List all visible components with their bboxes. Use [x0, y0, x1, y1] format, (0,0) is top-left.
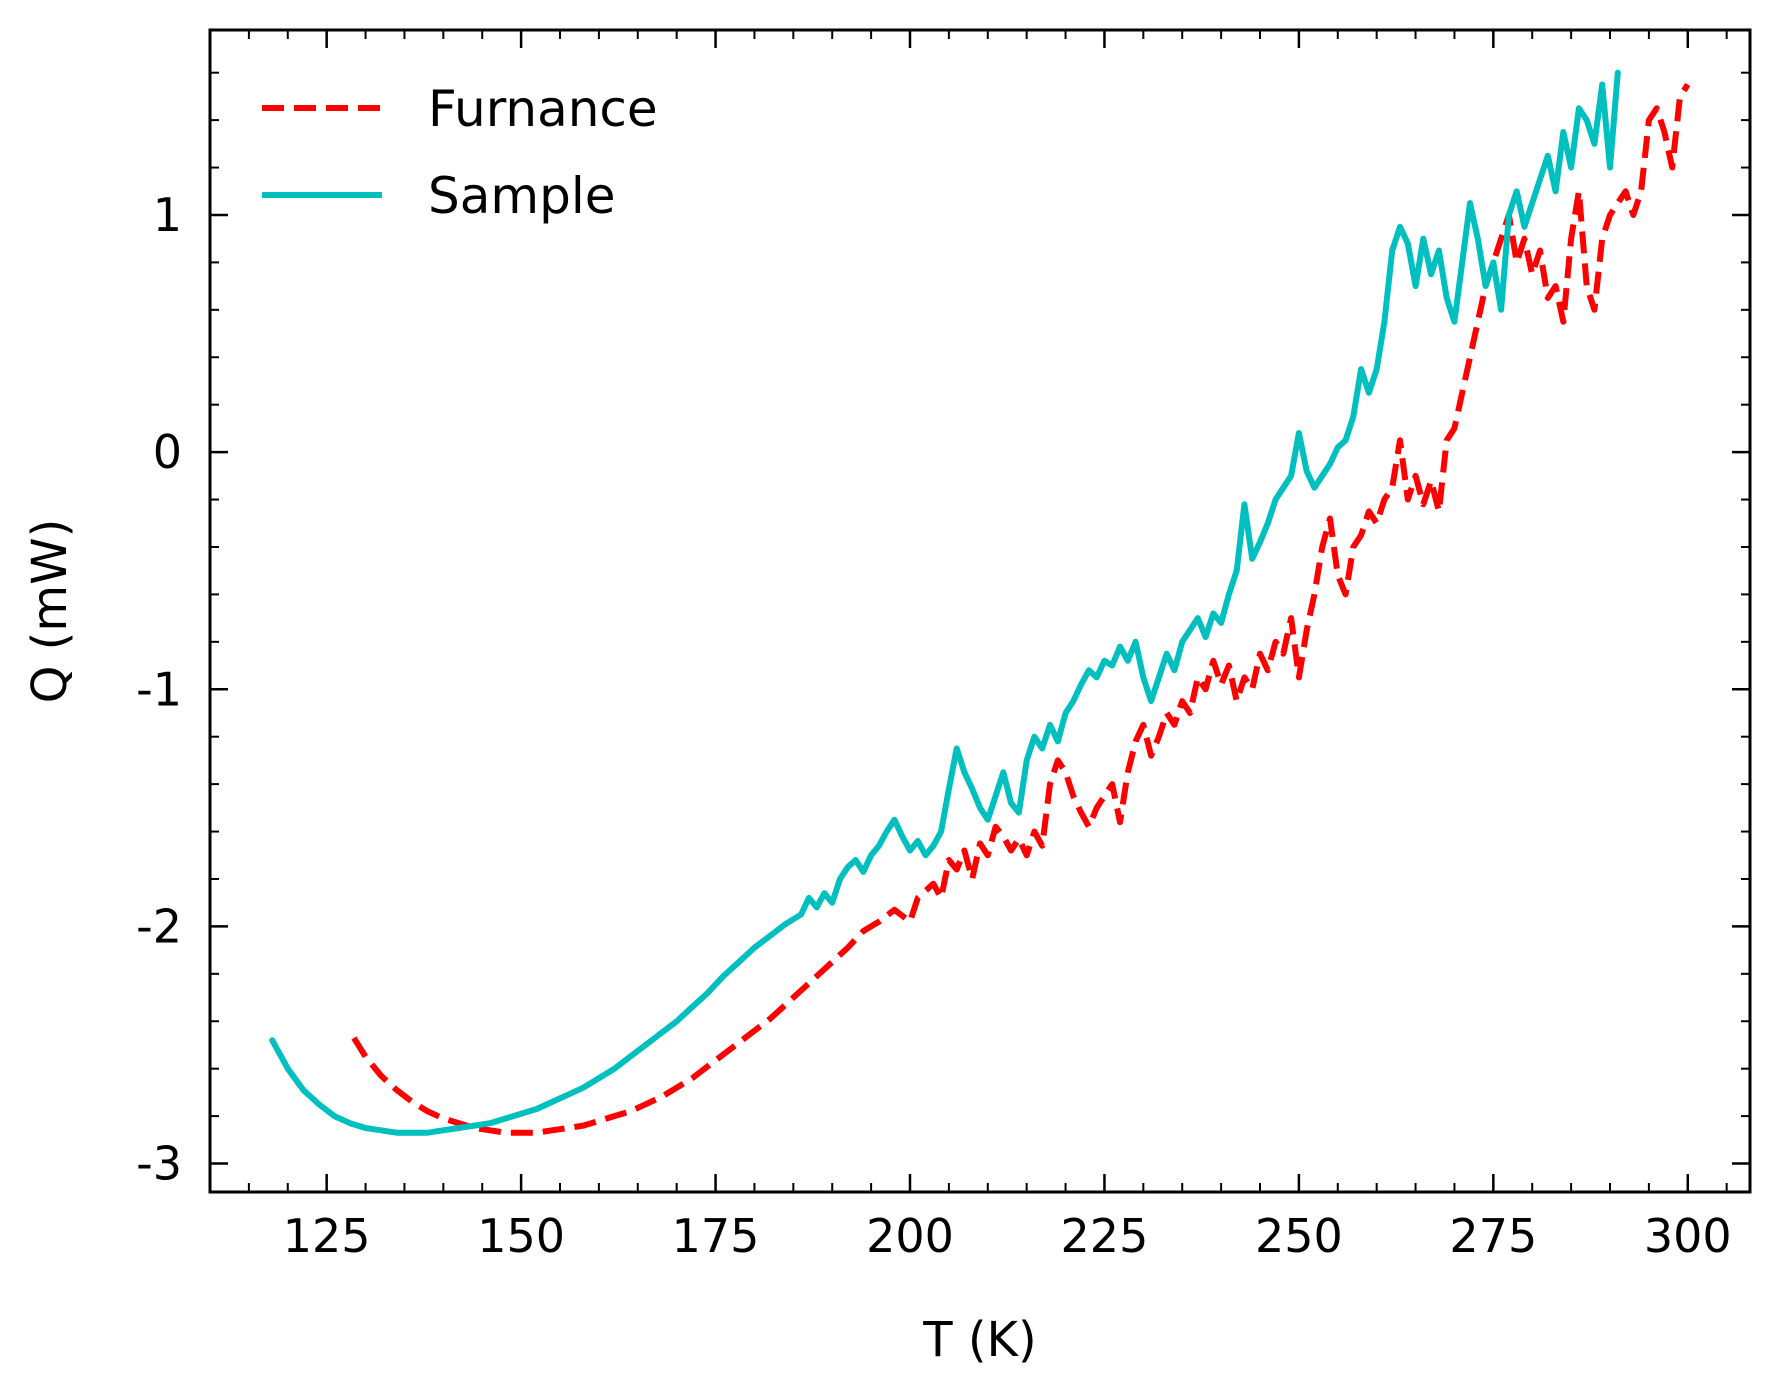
plot-area-frame: [208, 28, 1752, 1194]
x-tick-label: 300: [1644, 1209, 1732, 1263]
legend-label-furnance: Furnance: [428, 80, 658, 138]
x-tick-label: 200: [866, 1209, 954, 1263]
y-tick-label: -1: [136, 662, 182, 716]
legend: Furnance Sample: [262, 80, 658, 225]
x-tick-label: 150: [477, 1209, 565, 1263]
x-axis-label: T (K): [922, 1312, 1037, 1368]
x-tick-label: 225: [1061, 1209, 1149, 1263]
x-tick-label: 125: [283, 1209, 371, 1263]
series-layer: [269, 69, 1691, 1136]
y-tick-label: -2: [136, 899, 182, 953]
y-tick-label: 1: [153, 188, 182, 242]
series-line-sample: [269, 69, 1621, 1136]
y-tick-label: -3: [136, 1137, 182, 1191]
legend-label-sample: Sample: [428, 167, 615, 225]
series-line-furnance: [351, 82, 1691, 1136]
y-axis-label: Q (mW): [22, 519, 78, 704]
x-tick-label: 275: [1449, 1209, 1537, 1263]
x-tick-label: 250: [1255, 1209, 1343, 1263]
tick-labels-layer: 125 150 175 200 225 250 275 300 -3 -2 -1 0 1: [136, 188, 1732, 1263]
x-tick-label: 175: [672, 1209, 760, 1263]
y-tick-label: 0: [153, 425, 182, 479]
